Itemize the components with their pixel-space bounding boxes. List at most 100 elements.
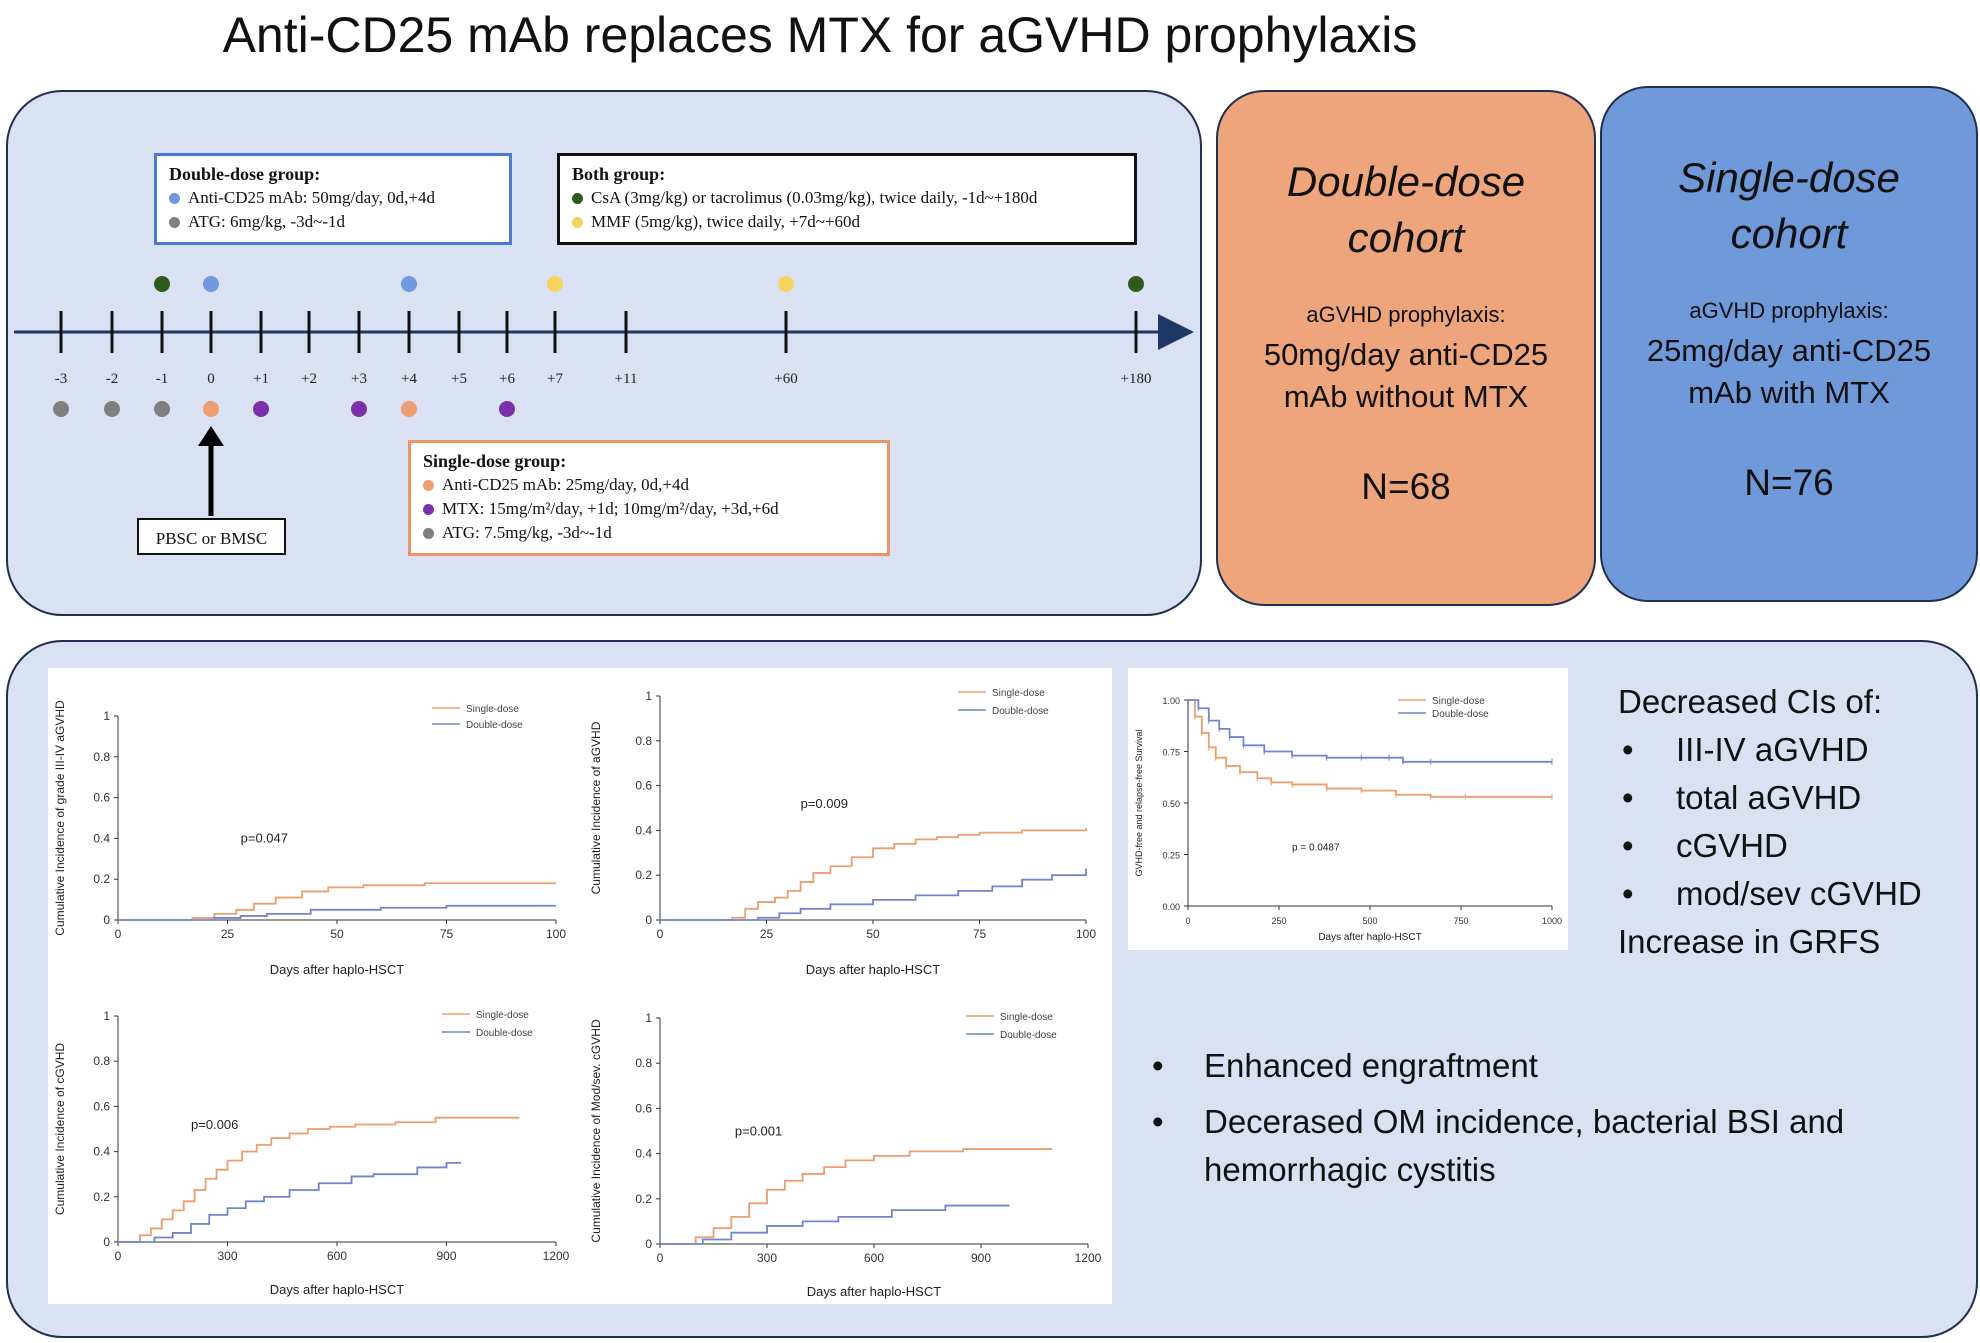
cohort-n: N=68 (1361, 466, 1451, 507)
cohort-n: N=76 (1744, 462, 1834, 503)
timeline-day-label: +5 (451, 371, 467, 387)
x-tick-label: 100 (546, 927, 566, 941)
x-tick-label: 75 (440, 927, 454, 941)
timeline-day-label: +11 (615, 371, 638, 387)
bottom-dot-icon (154, 401, 170, 417)
y-axis-label: Cumulative Incidence of cGVHD (53, 1043, 67, 1215)
y-tick-label: 1 (103, 1009, 110, 1023)
legend-single-dose: Single-dose group: Anti-CD25 mAb: 25mg/d… (408, 440, 890, 556)
cohort-title-line2: cohort (1347, 214, 1465, 261)
series-line (118, 1116, 520, 1243)
cohort-subtitle: aGVHD prophylaxis: (1306, 302, 1506, 327)
y-axis-label: Cumulative Incidence of Mod/sev. cGVHD (589, 1019, 603, 1243)
timeline-day-label: -1 (156, 371, 169, 387)
km-plots-area (48, 668, 1112, 1304)
series-line (660, 868, 1087, 921)
chart-mod-sev-cgvhd: 0 0.2 0.4 0.6 0.8 1 0 300 600 900 1200 Days after h… (589, 1011, 1102, 1299)
legend-item: MTX: 15mg/m²/day, +1d; 10mg/m²/day, +3d,… (423, 497, 875, 521)
chart-total-agvhd: 0 0.2 0.4 0.6 0.8 1 0 25 50 75 100 Days after haplo… (589, 688, 1096, 977)
dot-icon (169, 216, 180, 228)
timeline-day-label: +3 (351, 371, 367, 387)
legend-label: Single-dose (466, 704, 519, 715)
y-tick-label: 0.6 (93, 791, 110, 805)
bottom-dot-icon (499, 401, 515, 417)
x-tick-label: 300 (757, 1251, 777, 1265)
other-finding-item: Enhanced engraftment (1148, 1042, 1928, 1090)
y-tick-label: 0.2 (635, 1192, 652, 1206)
cohort-dose: 50mg/day anti-CD25 (1263, 337, 1549, 372)
y-tick-label: 0.4 (93, 1145, 110, 1159)
timeline-day-label: +60 (774, 371, 797, 387)
bottom-dot-icon (351, 401, 367, 417)
legend-label: Single-dose (476, 1010, 529, 1021)
x-tick-label: 900 (971, 1251, 991, 1265)
finding-item: mod/sev cGVHD (1618, 870, 1922, 918)
timeline-day-label: +180 (1121, 371, 1152, 387)
x-tick-label: 25 (221, 927, 235, 941)
findings-list: Decreased CIs of: III-IV aGVHD total aGV… (1618, 678, 1922, 966)
cohort-title: Single-dose (1678, 154, 1900, 201)
top-dot-icon (154, 276, 170, 292)
x-tick-label: 0 (115, 927, 122, 941)
y-tick-label: 0.75 (1162, 748, 1180, 758)
timeline-day-label: +6 (499, 371, 515, 387)
y-tick-label: 0.25 (1162, 851, 1180, 861)
y-tick-label: 1.00 (1162, 696, 1180, 706)
timeline-day-label: 0 (207, 371, 215, 387)
p-value-annotation: p=0.001 (735, 1124, 782, 1139)
legend-item: Anti-CD25 mAb: 50mg/day, 0d,+4d (169, 186, 497, 210)
legend-single-title: Single-dose group: (423, 451, 567, 471)
cell-source-box: PBSC or BMSC (137, 518, 286, 555)
grfs-plot-area (1128, 668, 1568, 950)
legend-double-dose: Double-dose group: Anti-CD25 mAb: 50mg/d… (154, 153, 512, 245)
series-line (118, 904, 556, 921)
cohort-title: Double-dose (1286, 158, 1526, 205)
timeline-day-label: -3 (55, 371, 68, 387)
legend-item: CsA (3mg/kg) or tacrolimus (0.03mg/kg), … (572, 186, 1122, 210)
series-line (118, 882, 556, 921)
timeline-day-label: +4 (401, 371, 417, 387)
legend-item: ATG: 6mg/kg, -3d~-1d (169, 210, 497, 234)
dot-icon (423, 479, 434, 491)
x-tick-label: 1200 (543, 1249, 570, 1263)
top-dot-icon (778, 276, 794, 292)
legend-label: Double-dose (1000, 1030, 1057, 1041)
cohort-double-dose: Double-dose cohort aGVHD prophylaxis: 50… (1216, 90, 1596, 606)
y-tick-label: 0.4 (635, 823, 652, 837)
finding-item: total aGVHD (1618, 774, 1922, 822)
cohort-subtitle: aGVHD prophylaxis: (1689, 298, 1889, 323)
y-tick-label: 0.2 (93, 1190, 110, 1204)
x-tick-label: 0 (115, 1249, 122, 1263)
finding-item: cGVHD (1618, 822, 1922, 870)
x-tick-label: 250 (1271, 916, 1286, 926)
bottom-dot-icon (253, 401, 269, 417)
x-tick-label: 0 (657, 1251, 664, 1265)
x-tick-label: 600 (864, 1251, 884, 1265)
chart-cgvhd: 0 0.2 0.4 0.6 0.8 1 0 300 600 900 1200 Days after h… (53, 1009, 570, 1297)
y-tick-label: 0.4 (635, 1147, 652, 1161)
x-tick-label: 600 (327, 1249, 347, 1263)
y-tick-label: 0.8 (93, 750, 110, 764)
x-axis-label: Days after haplo-HSCT (270, 962, 404, 977)
timeline-day-label: +1 (253, 371, 269, 387)
timeline-axis: -3 -2 -1 0 +1 +2 +3 +4 +5 +6 +7 +11 +60 +180 (14, 276, 1194, 516)
x-tick-label: 500 (1362, 916, 1377, 926)
x-tick-label: 75 (973, 927, 987, 941)
p-value-annotation: p=0.009 (801, 796, 848, 811)
y-tick-label: 0 (645, 1237, 652, 1251)
bottom-dot-icon (104, 401, 120, 417)
y-tick-label: 1 (645, 689, 652, 703)
y-tick-label: 0 (103, 1235, 110, 1249)
timeline-day-label: +7 (547, 371, 563, 387)
legend-label: Double-dose (466, 720, 523, 731)
series-line (1188, 699, 1552, 798)
x-tick-label: 25 (760, 927, 774, 941)
main-title: Anti-CD25 mAb replaces MTX for aGVHD pro… (222, 7, 1418, 63)
y-tick-label: 0.8 (635, 1056, 652, 1070)
findings-footer: Increase in GRFS (1618, 923, 1881, 960)
legend-item: Anti-CD25 mAb: 25mg/day, 0d,+4d (423, 473, 875, 497)
cohort-dose: 25mg/day anti-CD25 (1646, 333, 1932, 368)
legend-double-title: Double-dose group: (169, 164, 321, 184)
cohort-dose-line2: mAb without MTX (1283, 379, 1529, 414)
top-dot-icon (401, 276, 417, 292)
